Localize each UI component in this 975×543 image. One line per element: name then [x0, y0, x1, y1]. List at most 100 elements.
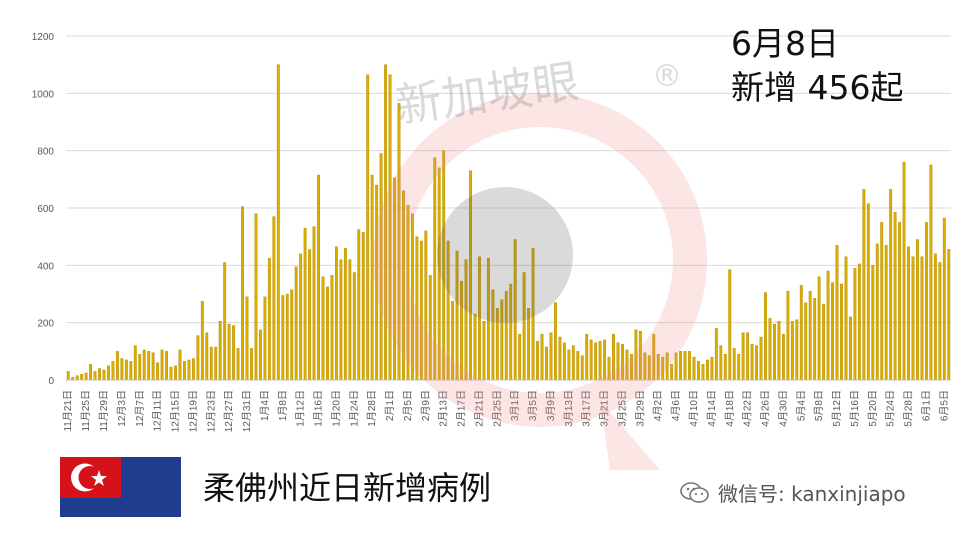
bar [200, 300, 204, 381]
bar [719, 345, 723, 381]
bar [218, 321, 222, 381]
bar [446, 240, 450, 381]
bar [884, 245, 888, 381]
bar [674, 352, 678, 381]
x-tick-label: 11月29日 [98, 390, 110, 432]
bar [849, 316, 852, 381]
bar [402, 190, 405, 381]
bar [80, 374, 84, 381]
bar [165, 351, 168, 381]
bar [920, 256, 924, 381]
bar [317, 174, 320, 381]
bar [545, 346, 548, 381]
bar [495, 308, 499, 381]
bar [478, 256, 481, 381]
bar [473, 313, 477, 381]
bar [911, 256, 915, 381]
bar [442, 150, 446, 381]
bar [174, 365, 177, 381]
x-tick-label: 5月28日 [903, 390, 915, 427]
bar [518, 333, 522, 381]
bar [571, 345, 575, 381]
bar [857, 263, 861, 381]
bar [227, 323, 231, 381]
bar [634, 329, 638, 381]
bar [880, 222, 884, 381]
bar [89, 364, 93, 381]
x-tick-label: 12月27日 [223, 390, 235, 432]
x-tick-label: 12月3日 [116, 390, 128, 427]
bar [795, 319, 799, 381]
bar [629, 354, 633, 381]
bar [938, 262, 942, 381]
bar [746, 332, 750, 381]
bar [929, 164, 933, 381]
x-tick-label: 12月15日 [170, 390, 182, 432]
bar [835, 245, 839, 381]
bar [339, 259, 343, 381]
bar [549, 332, 553, 381]
bar [652, 333, 656, 381]
bar [348, 259, 352, 381]
bar [826, 270, 830, 381]
x-tick-label: 5月12日 [831, 390, 843, 427]
bar [259, 329, 262, 381]
x-tick-label: 4月6日 [670, 390, 682, 421]
bar [232, 325, 236, 381]
bar [102, 369, 106, 381]
bar [781, 333, 785, 381]
bar [276, 64, 280, 381]
x-tick-label: 5月4日 [795, 390, 807, 421]
bar [111, 361, 115, 381]
bar [576, 351, 580, 381]
bar [924, 222, 928, 381]
bar [710, 356, 714, 381]
x-tick-label: 3月13日 [563, 390, 575, 427]
bar [625, 349, 629, 381]
bar [178, 349, 182, 381]
bar [866, 203, 870, 381]
bar [406, 204, 410, 381]
bar [343, 247, 347, 381]
bar [500, 299, 504, 381]
bar [272, 216, 276, 381]
bar [916, 239, 919, 381]
x-tick-label: 6月1日 [920, 390, 932, 421]
bar [831, 282, 834, 381]
x-tick-label: 3月1日 [509, 390, 521, 421]
bar [647, 355, 651, 381]
wechat-icon [680, 481, 709, 503]
bar [862, 189, 866, 381]
x-tick-label: 4月10日 [688, 390, 700, 427]
x-tick-label: 2月13日 [438, 390, 450, 427]
x-tick-label: 3月5日 [527, 390, 539, 421]
bar [115, 351, 119, 381]
bar [679, 351, 683, 381]
bar [656, 354, 660, 381]
bar [303, 227, 307, 381]
y-tick-label: 1200 [32, 32, 55, 43]
x-tick-label: 12月7日 [134, 390, 146, 427]
bar [598, 341, 602, 381]
bar [723, 354, 727, 381]
bar [160, 349, 164, 381]
bar [728, 269, 732, 381]
bar [612, 333, 615, 381]
bar [643, 352, 647, 381]
bar [808, 290, 812, 381]
bar [147, 351, 151, 381]
bar [330, 275, 334, 381]
bar [790, 321, 794, 381]
bar [428, 275, 432, 381]
bar [357, 229, 361, 381]
bar [701, 364, 705, 381]
x-tick-label: 3月29日 [634, 390, 646, 427]
x-tick-label: 5月16日 [849, 390, 861, 427]
bar [281, 295, 285, 381]
bar [670, 364, 674, 381]
bar [786, 290, 790, 381]
bar [419, 240, 423, 381]
bar [393, 177, 396, 381]
x-tick-label: 2月1日 [384, 390, 396, 421]
bar [705, 359, 709, 381]
